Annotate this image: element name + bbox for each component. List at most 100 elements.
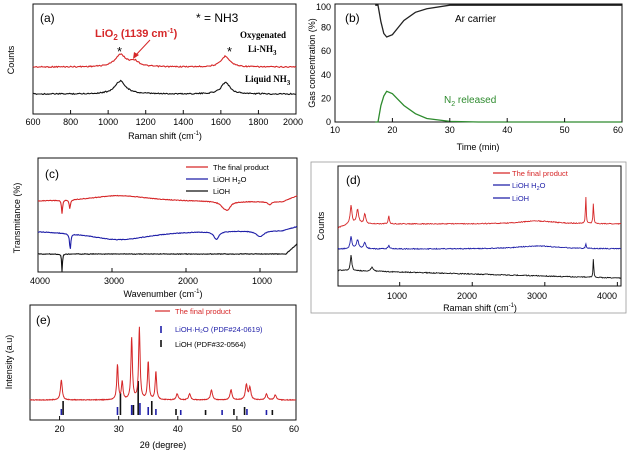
chart-a-liq-label: Liquid NH3 [245, 74, 291, 87]
chart-c-tickmarks [37, 268, 261, 272]
chart-b-ytick: 40 [321, 70, 331, 80]
chart-b-tickmarks [334, 118, 623, 122]
chart-a-annotation: LiO2 (1139 cm-1) [95, 28, 178, 42]
chart-a-series-liquid-nh3 [33, 79, 297, 96]
chart-c-ylabel: Transmitance (%) [12, 183, 22, 254]
chart-e-xtick: 60 [289, 424, 299, 434]
chart-d-legend: The final product LiOH H2O LiOH [493, 169, 569, 203]
chart-b: (b) Ar carrier N2 released 10 20 30 40 5… [307, 2, 623, 152]
chart-d-xtick: 4000 [597, 291, 617, 301]
chart-a-xtick: 1400 [173, 117, 193, 127]
chart-b-xtick: 50 [560, 125, 570, 135]
chart-e-xtick: 20 [55, 424, 65, 434]
chart-b-panel-label: (b) [345, 11, 360, 25]
chart-b-ytick: 80 [321, 23, 331, 33]
chart-b-n2-label: N2 released [444, 95, 496, 108]
chart-a-star-1: * [117, 44, 122, 59]
chart-d-xticks: 1000 2000 3000 4000 [387, 291, 617, 301]
chart-b-xtick: 40 [502, 125, 512, 135]
chart-c-xtick: 4000 [30, 276, 50, 286]
chart-d: (d) The final product LiOH H2O LiOH 1000… [310, 161, 627, 314]
chart-c-xticks: 4000 3000 2000 1000 [30, 276, 272, 286]
chart-e-xticks: 20 30 40 50 60 [55, 424, 299, 434]
chart-d-series-lioh-h2o [338, 236, 622, 251]
chart-a-ylabel: Counts [6, 45, 16, 74]
chart-e-legend-lioh-h2o: LiOH·H₂O (PDF#24-0619) [175, 325, 263, 334]
chart-e-series-product [29, 326, 296, 401]
chart-d-panel-label: (d) [346, 173, 361, 187]
chart-e-legend-product: The final product [175, 307, 232, 316]
chart-d-series-lioh [337, 255, 622, 280]
chart-a: (a) * = NH3 LiO2 (1139 cm-1) Oxygenated … [6, 3, 303, 141]
chart-b-ytick: 20 [321, 93, 331, 103]
chart-e: (e) The final product LiOH·H₂O (PDF#24-0… [4, 304, 299, 450]
chart-b-xticks: 10 20 30 40 50 60 [330, 125, 623, 135]
chart-d-legend-product: The final product [512, 169, 569, 178]
chart-a-star-2: * [227, 44, 232, 59]
chart-a-panel-label: (a) [40, 11, 55, 25]
chart-a-xtick: 1800 [248, 117, 268, 127]
chart-e-legend-lioh: LiOH (PDF#32-0564) [175, 340, 246, 349]
chart-a-tickmarks [32, 110, 297, 114]
chart-e-reference-sticks [60, 381, 274, 415]
chart-a-xtick: 2000 [283, 117, 303, 127]
chart-c-xlabel: Wavenumber (cm-1) [123, 289, 202, 299]
chart-b-xlabel: Time (min) [457, 142, 500, 152]
chart-a-legend: * = NH3 [196, 11, 239, 25]
chart-b-xtick: 30 [445, 125, 455, 135]
chart-c-xtick: 2000 [178, 276, 198, 286]
chart-a-xtick: 1200 [136, 117, 156, 127]
chart-b-ytick: 0 [326, 117, 331, 127]
chart-e-legend: The final product LiOH·H₂O (PDF#24-0619)… [155, 307, 263, 349]
chart-b-xtick: 60 [613, 125, 623, 135]
chart-d-ylabel: Counts [316, 211, 326, 240]
chart-b-ar-label: Ar carrier [455, 14, 497, 25]
chart-d-xtick: 2000 [457, 291, 477, 301]
chart-b-series-ar-carrier [375, 4, 622, 38]
chart-d-legend-lioh: LiOH [512, 194, 529, 203]
chart-e-xtick: 40 [173, 424, 183, 434]
chart-c: (c) The final product LiOH H2O LiOH 4000… [12, 157, 298, 299]
chart-a-xtick: 1600 [211, 117, 231, 127]
chart-c-xtick: 3000 [104, 276, 124, 286]
chart-d-xtick: 3000 [527, 291, 547, 301]
chart-a-annotation-arrow [134, 39, 151, 57]
chart-e-xlabel: 2θ (degree) [140, 440, 187, 450]
chart-c-frame [37, 157, 298, 273]
chart-b-xtick: 10 [330, 125, 340, 135]
chart-d-series-product [337, 196, 622, 229]
chart-e-xtick: 30 [114, 424, 124, 434]
chart-c-legend-lioh-h2o: LiOH H2O [213, 175, 247, 186]
chart-c-series-lioh-h2o [37, 225, 297, 249]
chart-a-oxy-label-2: Li-NH3 [248, 44, 277, 57]
chart-a-frame [32, 3, 297, 115]
chart-e-frame [29, 304, 297, 421]
chart-d-xlabel: Raman shift (cm-1) [443, 303, 517, 313]
chart-c-legend: The final product LiOH H2O LiOH [186, 163, 270, 196]
chart-e-ylabel: Intensity (a.u) [4, 335, 14, 390]
chart-b-ytick: 100 [316, 2, 331, 12]
chart-d-outer-frame [310, 161, 627, 314]
chart-a-oxy-label-1: Oxygenated [240, 30, 286, 40]
chart-c-panel-label: (c) [45, 167, 59, 181]
chart-c-legend-lioh: LiOH [213, 187, 230, 196]
chart-d-legend-lioh-h2o: LiOH H2O [512, 181, 546, 192]
chart-b-series-n2-released [375, 90, 622, 123]
chart-a-xlabel: Raman shift (cm-1) [128, 131, 202, 141]
chart-b-yticks: 0 20 40 60 80 100 [316, 2, 331, 127]
chart-e-xtick: 50 [232, 424, 242, 434]
chart-a-arrow-head [133, 52, 139, 59]
chart-a-xtick: 800 [63, 117, 78, 127]
chart-e-tickmarks [59, 416, 297, 420]
chart-d-frame [337, 165, 622, 287]
chart-d-tickmarks [399, 282, 618, 286]
chart-b-xtick: 20 [387, 125, 397, 135]
chart-c-legend-product: The final product [213, 163, 270, 172]
chart-a-xticks: 600 800 1000 1200 1400 1600 1800 2000 [25, 117, 303, 127]
chart-a-series-oxygenated [32, 53, 297, 69]
chart-b-ylabel: Gas concentration (%) [307, 18, 317, 108]
chart-c-series-product [37, 194, 298, 214]
chart-a-xtick: 1000 [98, 117, 118, 127]
chart-c-series-lioh [37, 243, 298, 272]
chart-a-xtick: 600 [25, 117, 40, 127]
